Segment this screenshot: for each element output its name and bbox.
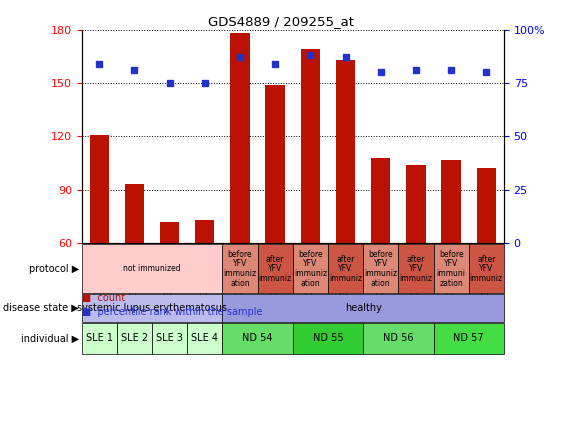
Text: before
YFV
immuni
zation: before YFV immuni zation [436, 250, 466, 288]
Text: after
YFV
immuniz: after YFV immuniz [329, 255, 362, 283]
Text: ND 57: ND 57 [453, 333, 484, 343]
Text: before
YFV
immuniz
ation: before YFV immuniz ation [364, 250, 397, 288]
Bar [371, 158, 390, 243]
Text: ND 56: ND 56 [383, 333, 414, 343]
Text: ■  percentile rank within the sample: ■ percentile rank within the sample [82, 307, 262, 317]
Bar [336, 60, 355, 243]
Text: disease state ▶: disease state ▶ [3, 303, 79, 313]
Bar [441, 159, 461, 243]
Text: SLE 4: SLE 4 [191, 333, 218, 343]
Text: before
YFV
immuniz
ation: before YFV immuniz ation [224, 250, 257, 288]
Text: healthy: healthy [345, 303, 382, 313]
Text: SLE 2: SLE 2 [121, 333, 148, 343]
Text: protocol ▶: protocol ▶ [29, 264, 79, 274]
Bar [477, 168, 496, 243]
Text: individual ▶: individual ▶ [21, 333, 79, 343]
Text: ND 54: ND 54 [242, 333, 273, 343]
Text: ND 55: ND 55 [312, 333, 343, 343]
Bar [160, 222, 179, 243]
Text: GDS4889 / 209255_at: GDS4889 / 209255_at [208, 15, 355, 28]
Text: after
YFV
immuniz: after YFV immuniz [470, 255, 503, 283]
Text: SLE 1: SLE 1 [86, 333, 113, 343]
Bar [266, 85, 285, 243]
Text: systemic lupus erythematosus: systemic lupus erythematosus [77, 303, 227, 313]
Text: SLE 3: SLE 3 [156, 333, 183, 343]
Text: after
YFV
immuniz: after YFV immuniz [258, 255, 292, 283]
Text: ■  count: ■ count [82, 293, 125, 303]
Text: not immunized: not immunized [123, 264, 181, 273]
Text: before
YFV
immuniz
ation: before YFV immuniz ation [294, 250, 327, 288]
Bar [90, 135, 109, 243]
Bar [301, 49, 320, 243]
Bar [195, 220, 215, 243]
Bar [406, 165, 426, 243]
Bar [125, 184, 144, 243]
Bar [230, 33, 249, 243]
Text: after
YFV
immuniz: after YFV immuniz [399, 255, 432, 283]
